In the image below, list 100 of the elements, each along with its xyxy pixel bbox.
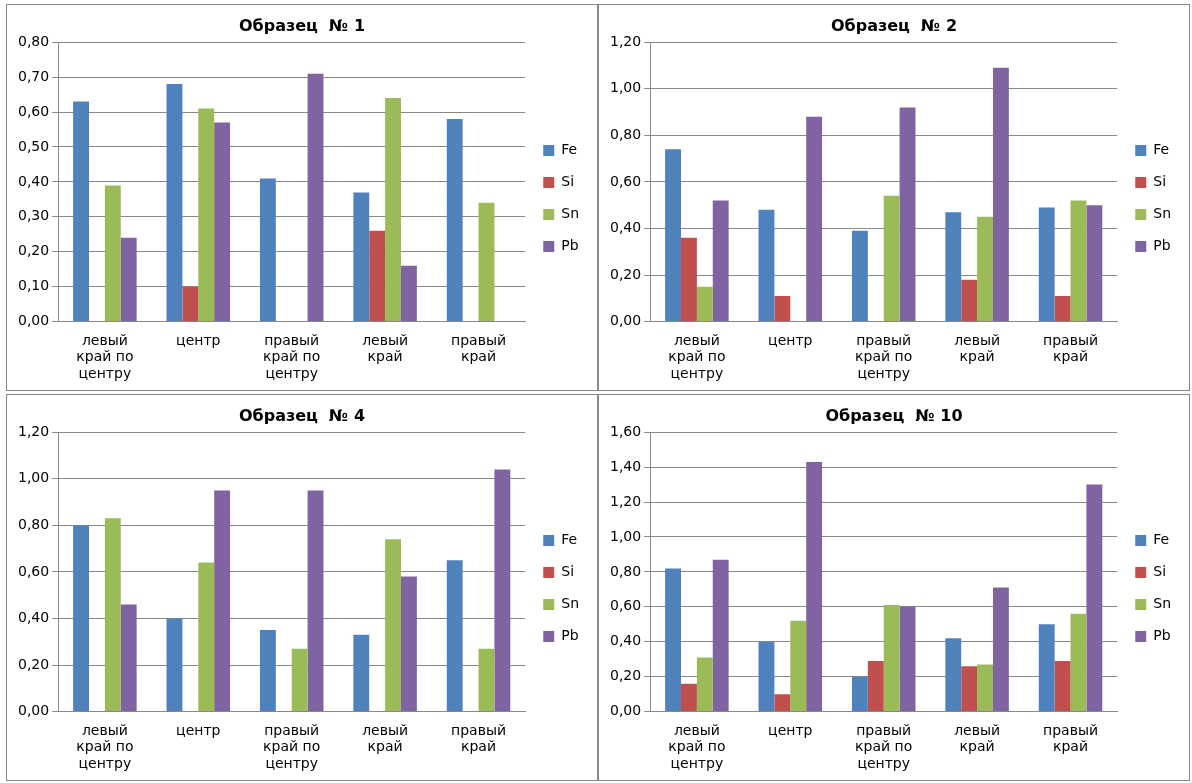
bar <box>73 101 89 322</box>
bar <box>790 620 807 712</box>
bar <box>696 286 713 322</box>
x-tick-label: правый край <box>1043 721 1099 755</box>
bar <box>198 108 215 322</box>
y-tick-label: 0,80 <box>18 515 50 532</box>
y-tick-label: 1,00 <box>610 527 642 544</box>
bar <box>494 469 511 712</box>
y-tick-label: 0,80 <box>610 125 642 142</box>
bar <box>1038 624 1055 712</box>
legend-label: Si <box>561 563 575 580</box>
y-tick-label: 1,00 <box>610 79 642 96</box>
y-tick-label: 0,40 <box>610 219 642 236</box>
y-tick-label: 0,80 <box>18 32 50 49</box>
bar <box>945 638 962 712</box>
bar <box>883 605 900 712</box>
bar <box>961 666 978 712</box>
y-tick-label: 0,20 <box>18 655 50 672</box>
legend-label: Sn <box>1153 595 1172 612</box>
bar <box>1054 295 1071 322</box>
bar <box>696 657 713 712</box>
y-tick-label: 0,70 <box>18 67 50 84</box>
y-tick-label: 0,40 <box>18 172 50 189</box>
x-tick-label: центр <box>176 331 221 348</box>
legend-label: Sn <box>561 205 580 222</box>
bar <box>1070 200 1087 322</box>
bar <box>478 202 495 322</box>
legend-label: Si <box>1153 173 1167 190</box>
legend-label: Fe <box>1153 141 1170 158</box>
bar <box>993 67 1009 322</box>
bar <box>665 149 681 322</box>
bar <box>712 200 729 322</box>
x-tick-label: левый край по центру <box>668 331 726 382</box>
chart-title: Образец № 2 <box>830 15 958 35</box>
y-tick-label: 0,00 <box>610 312 642 329</box>
x-tick-label: правый край по центру <box>263 721 321 772</box>
y-tick-label: 0,20 <box>18 242 50 259</box>
y-tick-label: 0,40 <box>610 632 642 649</box>
bar <box>259 630 276 712</box>
bar <box>977 216 993 322</box>
bar <box>214 122 231 322</box>
legend-label: Fe <box>561 141 578 158</box>
x-tick-label: левый край по центру <box>668 721 726 772</box>
bar <box>182 286 199 322</box>
y-tick-label: 0,60 <box>610 597 642 614</box>
bar <box>385 539 401 712</box>
bar <box>166 84 183 322</box>
bar <box>166 618 183 712</box>
y-tick-label: 0,20 <box>610 667 642 684</box>
x-tick-label: центр <box>768 721 813 738</box>
x-tick-label: левый край по центру <box>76 721 134 772</box>
bar <box>899 107 916 322</box>
x-tick-label: левый край <box>362 721 409 755</box>
bar <box>993 587 1009 712</box>
legend-label: Fe <box>1153 531 1170 548</box>
bar <box>369 230 386 322</box>
bar <box>665 568 681 712</box>
y-tick-label: 1,00 <box>18 469 50 486</box>
bar <box>681 683 697 712</box>
bar <box>446 119 463 322</box>
bar <box>1054 660 1071 712</box>
bar <box>307 73 324 322</box>
y-tick-label: 0,80 <box>610 562 642 579</box>
bar <box>1070 613 1087 712</box>
bar <box>259 178 276 322</box>
legend-label: Pb <box>1153 237 1171 254</box>
bar <box>977 664 993 712</box>
x-tick-label: правый край по центру <box>855 331 913 382</box>
chart-title: Образец № 1 <box>238 15 366 35</box>
bar <box>198 562 215 712</box>
bar <box>1086 484 1103 712</box>
y-tick-label: 0,00 <box>18 702 50 719</box>
x-tick-label: центр <box>176 721 221 738</box>
legend-label: Sn <box>1153 205 1172 222</box>
bar <box>712 559 729 712</box>
legend-label: Fe <box>561 531 578 548</box>
x-tick-label: правый край <box>1043 331 1099 365</box>
y-tick-label: 0,20 <box>610 265 642 282</box>
legend-label: Pb <box>561 237 579 254</box>
x-tick-label: центр <box>768 331 813 348</box>
bar <box>120 604 137 712</box>
legend-label: Pb <box>561 627 579 644</box>
y-tick-label: 1,20 <box>610 32 642 49</box>
x-tick-label: правый край <box>451 721 507 755</box>
chart-title: Образец № 10 <box>825 405 963 425</box>
y-tick-label: 0,50 <box>18 137 50 154</box>
bar <box>758 209 775 322</box>
bar <box>104 185 121 322</box>
bar <box>883 195 900 322</box>
bar <box>899 606 916 712</box>
y-tick-label: 0,30 <box>18 207 50 224</box>
bar <box>73 525 89 712</box>
bar <box>214 490 231 712</box>
x-tick-label: правый край <box>451 331 507 365</box>
x-tick-label: левый край <box>954 331 1001 365</box>
y-tick-label: 0,60 <box>18 102 50 119</box>
legend-label: Si <box>1153 563 1167 580</box>
bar <box>851 230 868 322</box>
bar <box>307 490 324 712</box>
bar <box>104 518 121 712</box>
